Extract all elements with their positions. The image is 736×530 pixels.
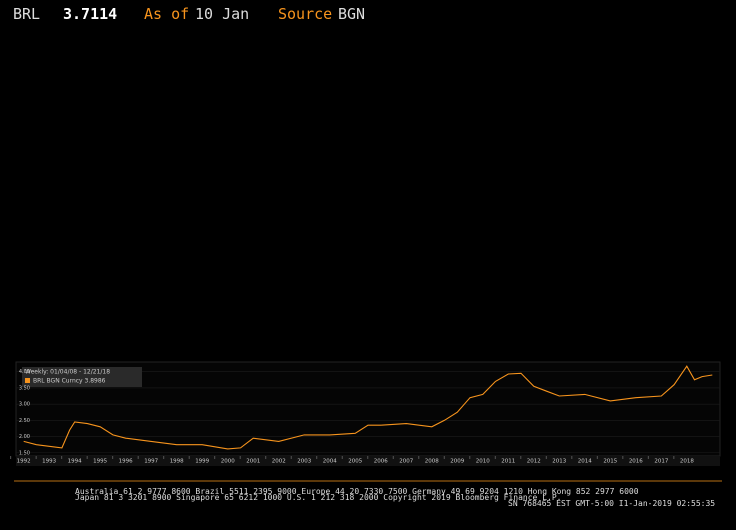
x-tick-label: 2000 xyxy=(221,459,235,465)
x-tick-label: 2004 xyxy=(323,459,337,465)
x-tick-label: 2010 xyxy=(476,459,490,465)
y-tick-label: 2.00 xyxy=(19,434,30,440)
x-tick-label: 2008 xyxy=(425,459,439,465)
source: BGN xyxy=(338,5,366,23)
x-tick-label: 1996 xyxy=(119,459,133,465)
legend-entry: BRL BGN Curncy 3.8986 xyxy=(33,378,106,385)
y-tick-label: 1.50 xyxy=(19,450,30,456)
x-tick-label: 2011 xyxy=(501,459,515,465)
x-tick-label: 2003 xyxy=(297,459,311,465)
x-tick-label: 1995 xyxy=(93,459,107,465)
x-tick-label: 2014 xyxy=(578,459,592,465)
x-axis-band xyxy=(16,456,720,466)
ticker: BRL xyxy=(13,5,41,23)
x-tick-label: 2013 xyxy=(552,459,566,465)
legend-box xyxy=(22,367,142,387)
x-tick-label: 2009 xyxy=(450,459,464,465)
x-tick-label: 1992 xyxy=(17,459,31,465)
y-tick-label: 2.50 xyxy=(19,418,30,424)
price: 3.7114 xyxy=(63,5,118,23)
x-tick-label: 2015 xyxy=(603,459,617,465)
x-tick-label: 2007 xyxy=(399,459,413,465)
x-tick-label: 2017 xyxy=(654,459,668,465)
series-line xyxy=(23,365,713,450)
chart: Weekly: 01/04/08 - 12/21/18 BRL BGN Curn… xyxy=(10,361,722,482)
x-tick-label: 2018 xyxy=(680,459,694,465)
source-label: Source xyxy=(278,5,333,23)
x-tick-label: 1993 xyxy=(42,459,56,465)
as-of-label: As of xyxy=(144,5,190,23)
x-tick-label: 1998 xyxy=(170,459,184,465)
footer-line: Japan 81 3 3201 8900 Singapore 65 6212 1… xyxy=(75,493,562,502)
x-tick-label: 2012 xyxy=(527,459,541,465)
x-tick-label: 2002 xyxy=(272,459,286,465)
x-tick-label: 2016 xyxy=(629,459,643,465)
legend-swatch xyxy=(25,378,30,383)
x-tick-label: 2005 xyxy=(348,459,362,465)
x-tick-label: 1994 xyxy=(68,459,82,465)
footer-line: SN 768465 EST GMT-5:00 I1-Jan-2019 02:55… xyxy=(508,499,716,508)
x-tick-label: 2006 xyxy=(374,459,388,465)
x-tick-label: 1999 xyxy=(195,459,209,465)
y-tick-label: 3.50 xyxy=(19,385,30,391)
legend-title: Weekly: 01/04/08 - 12/21/18 xyxy=(25,369,110,376)
footer-line: Australia 61 2 9777 8600 Brazil 5511 239… xyxy=(75,487,639,496)
x-tick-label: 1997 xyxy=(144,459,158,465)
as-of-date: 10 Jan xyxy=(195,5,250,23)
x-tick-label: 2001 xyxy=(246,459,260,465)
y-tick-label: 3.00 xyxy=(19,402,30,408)
y-tick-label: 4.00 xyxy=(19,369,30,375)
